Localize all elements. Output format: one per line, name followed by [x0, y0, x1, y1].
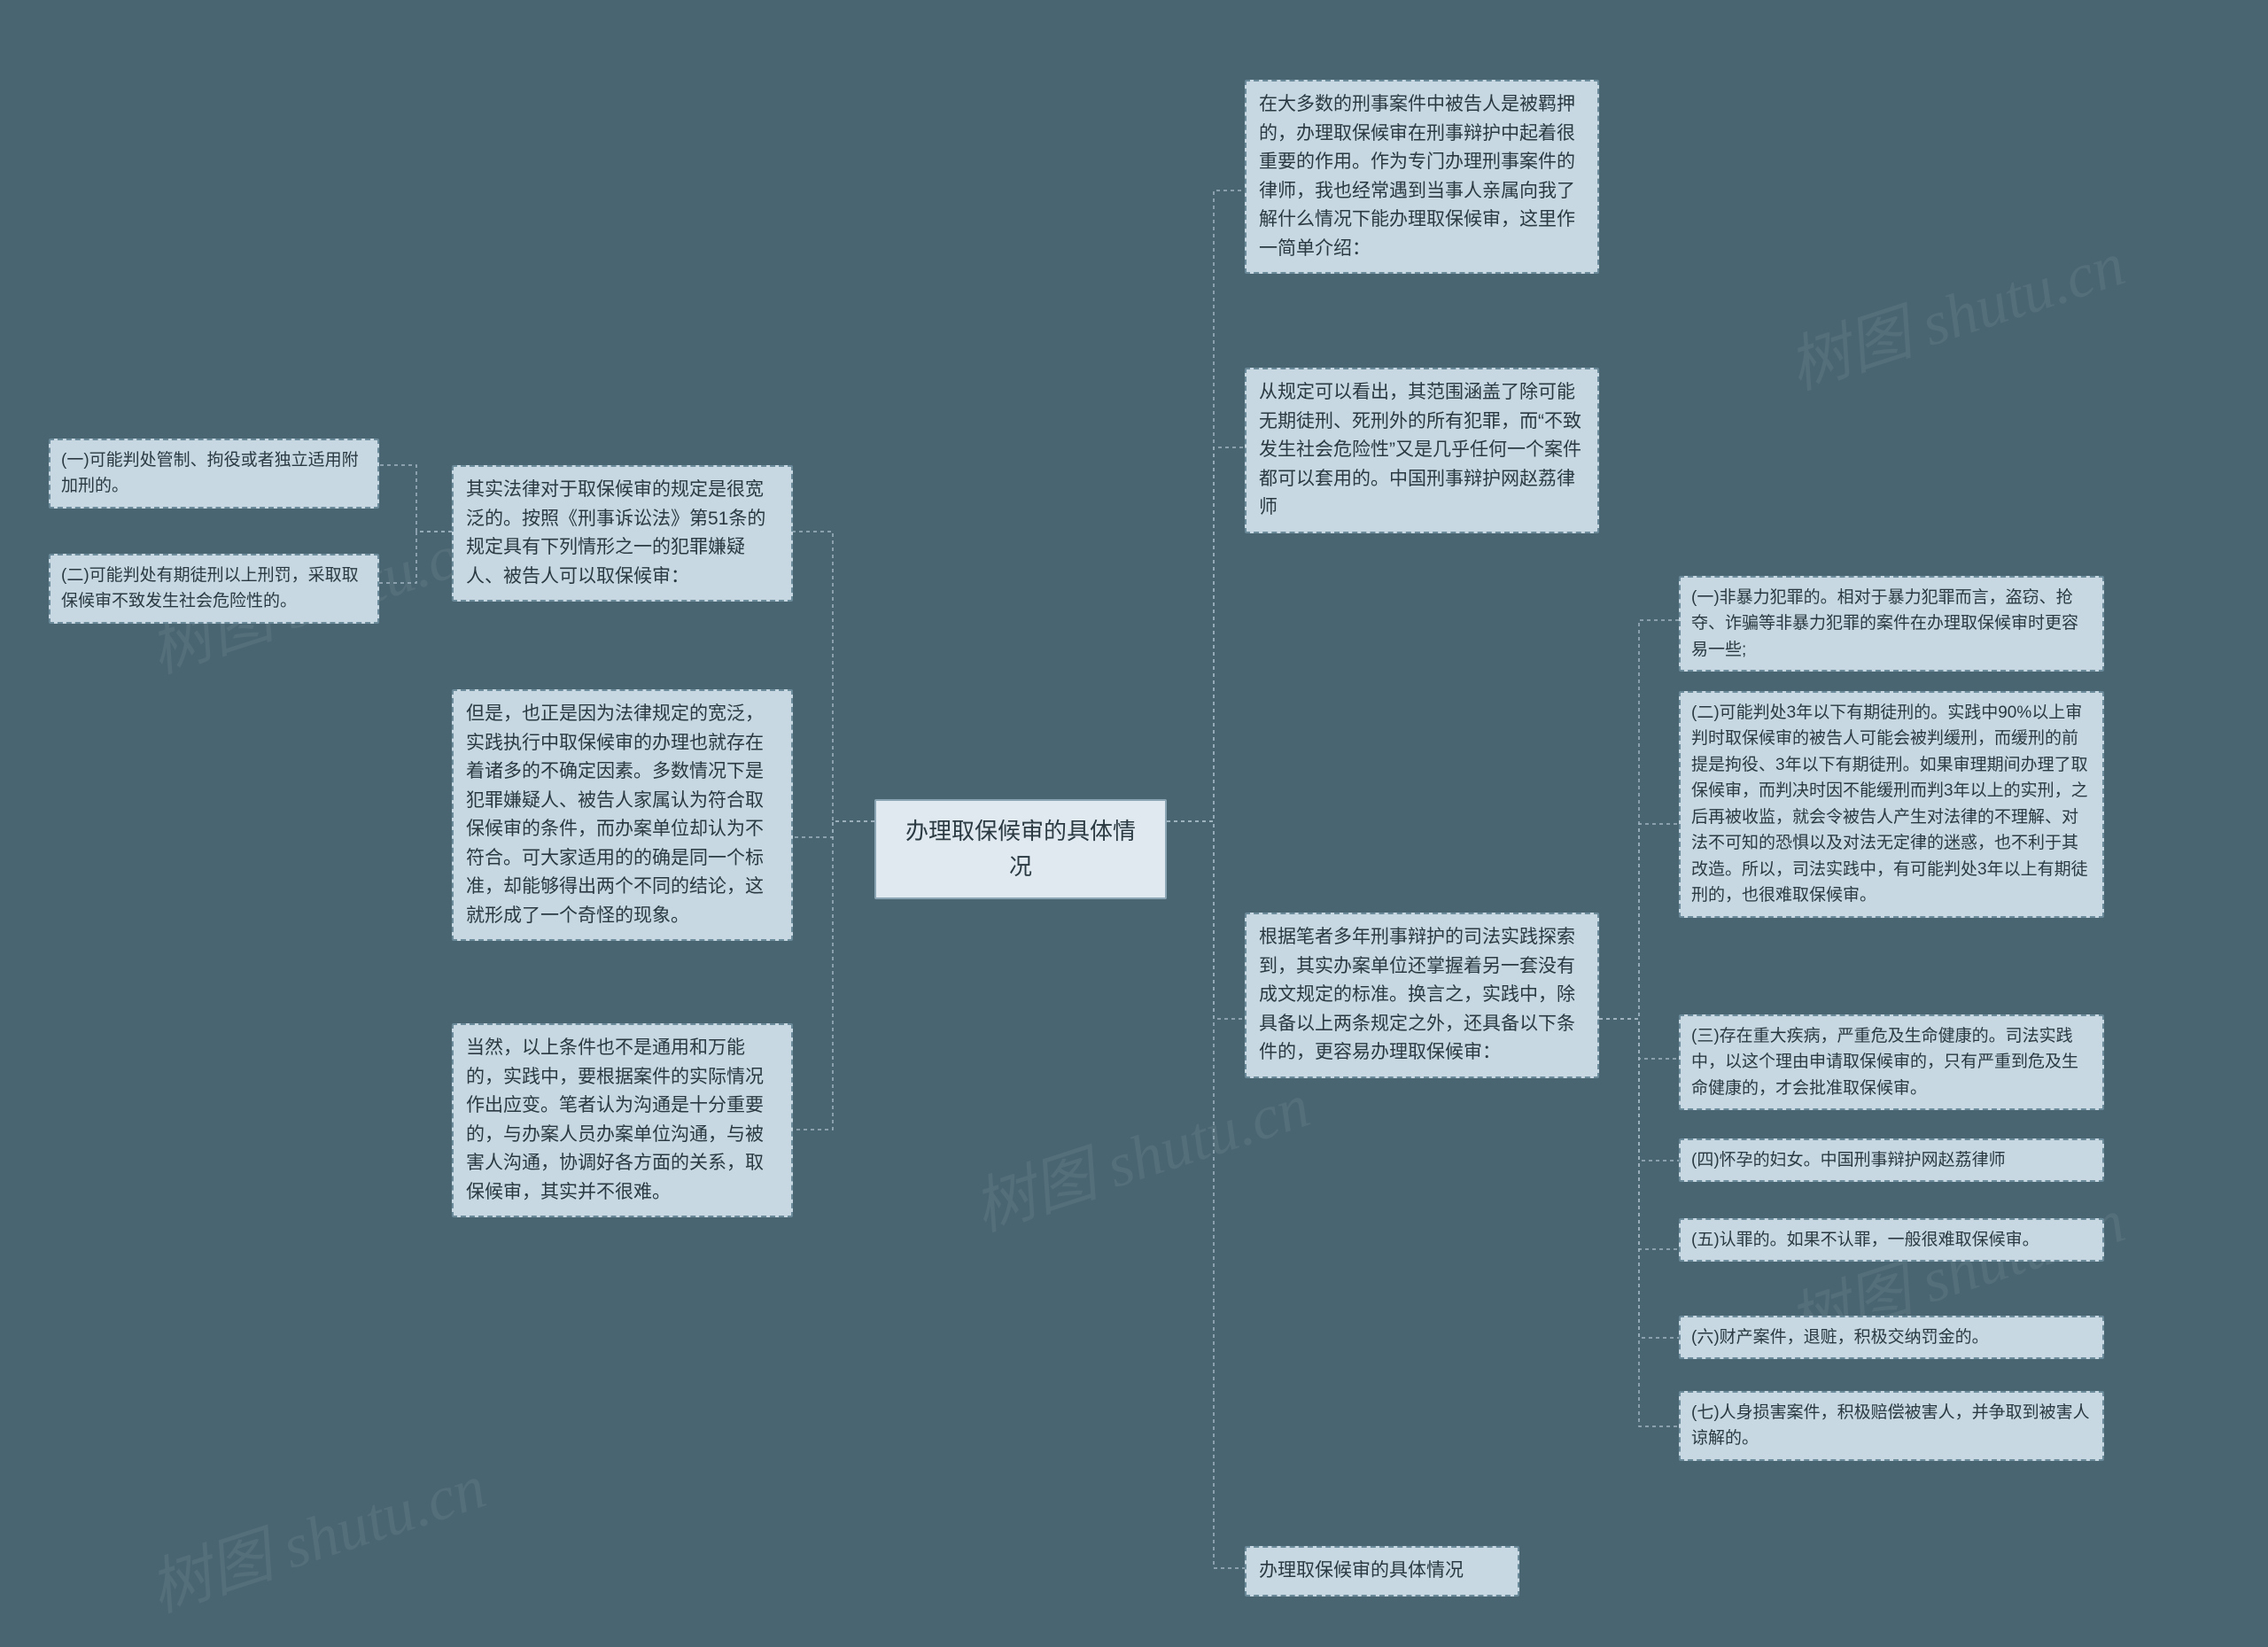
- node-text: (一)非暴力犯罪的。相对于暴力犯罪而言，盗窃、抢夺、诈骗等非暴力犯罪的案件在办理…: [1691, 588, 2078, 659]
- node-text: 但是，也正是因为法律规定的宽泛，实践执行中取保候审的办理也就存在着诸多的不确定因…: [466, 703, 764, 926]
- node-l1-b[interactable]: (二)可能判处有期徒刑以上刑罚，采取取保候审不致发生社会危险性的。: [49, 554, 379, 624]
- node-text: (二)可能判处有期徒刑以上刑罚，采取取保候审不致发生社会危险性的。: [61, 566, 359, 610]
- node-r4[interactable]: 办理取保候审的具体情况: [1245, 1546, 1519, 1597]
- node-text: (四)怀孕的妇女。中国刑事辩护网赵荔律师: [1691, 1151, 2006, 1169]
- root-node[interactable]: 办理取保候审的具体情况: [874, 799, 1167, 899]
- node-text: 从规定可以看出，其范围涵盖了除可能无期徒刑、死刑外的所有犯罪，而“不致发生社会危…: [1259, 382, 1581, 517]
- watermark: 树图 shutu.cn: [1775, 214, 2134, 407]
- node-l1-a[interactable]: (一)可能判处管制、拘役或者独立适用附加刑的。: [49, 439, 379, 509]
- watermark: 树图 shutu.cn: [960, 1056, 1319, 1248]
- root-label: 办理取保候审的具体情况: [905, 818, 1136, 880]
- node-r3-c4[interactable]: (四)怀孕的妇女。中国刑事辩护网赵荔律师: [1679, 1138, 2104, 1182]
- node-r2[interactable]: 从规定可以看出，其范围涵盖了除可能无期徒刑、死刑外的所有犯罪，而“不致发生社会危…: [1245, 368, 1599, 533]
- node-l3[interactable]: 当然，以上条件也不是通用和万能的，实践中，要根据案件的实际情况作出应变。笔者认为…: [452, 1023, 793, 1217]
- node-r3[interactable]: 根据笔者多年刑事辩护的司法实践探索到，其实办案单位还掌握着另一套没有成文规定的标…: [1245, 913, 1599, 1078]
- node-r3-c5[interactable]: (五)认罪的。如果不认罪，一般很难取保候审。: [1679, 1218, 2104, 1262]
- node-r3-c2[interactable]: (二)可能判处3年以下有期徒刑的。实践中90%以上审判时取保候审的被告人可能会被…: [1679, 691, 2104, 918]
- node-text: (六)财产案件，退赃，积极交纳罚金的。: [1691, 1328, 1989, 1347]
- node-r3-c3[interactable]: (三)存在重大疾病，严重危及生命健康的。司法实践中，以这个理由申请取保候审的，只…: [1679, 1014, 2104, 1110]
- node-r3-c7[interactable]: (七)人身损害案件，积极赔偿被害人，并争取到被害人谅解的。: [1679, 1391, 2104, 1461]
- node-text: 根据笔者多年刑事辩护的司法实践探索到，其实办案单位还掌握着另一套没有成文规定的标…: [1259, 927, 1575, 1062]
- watermark: 树图 shutu.cn: [136, 1437, 495, 1629]
- node-text: (七)人身损害案件，积极赔偿被害人，并争取到被害人谅解的。: [1691, 1403, 2090, 1448]
- node-text: (二)可能判处3年以下有期徒刑的。实践中90%以上审判时取保候审的被告人可能会被…: [1691, 703, 2088, 905]
- node-r1[interactable]: 在大多数的刑事案件中被告人是被羁押的，办理取保候审在刑事辩护中起着很重要的作用。…: [1245, 80, 1599, 274]
- node-r3-c1[interactable]: (一)非暴力犯罪的。相对于暴力犯罪而言，盗窃、抢夺、诈骗等非暴力犯罪的案件在办理…: [1679, 576, 2104, 672]
- node-text: (五)认罪的。如果不认罪，一般很难取保候审。: [1691, 1231, 2039, 1249]
- node-text: 当然，以上条件也不是通用和万能的，实践中，要根据案件的实际情况作出应变。笔者认为…: [466, 1037, 764, 1202]
- node-text: (三)存在重大疾病，严重危及生命健康的。司法实践中，以这个理由申请取保候审的，只…: [1691, 1027, 2078, 1098]
- node-l2[interactable]: 但是，也正是因为法律规定的宽泛，实践执行中取保候审的办理也就存在着诸多的不确定因…: [452, 689, 793, 941]
- node-r3-c6[interactable]: (六)财产案件，退赃，积极交纳罚金的。: [1679, 1316, 2104, 1359]
- node-text: 在大多数的刑事案件中被告人是被羁押的，办理取保候审在刑事辩护中起着很重要的作用。…: [1259, 94, 1575, 259]
- node-text: 办理取保候审的具体情况: [1259, 1560, 1464, 1581]
- node-l1[interactable]: 其实法律对于取保候审的规定是很宽泛的。按照《刑事诉讼法》第51条的规定具有下列情…: [452, 465, 793, 602]
- node-text: (一)可能判处管制、拘役或者独立适用附加刑的。: [61, 451, 359, 495]
- node-text: 其实法律对于取保候审的规定是很宽泛的。按照《刑事诉讼法》第51条的规定具有下列情…: [466, 479, 765, 587]
